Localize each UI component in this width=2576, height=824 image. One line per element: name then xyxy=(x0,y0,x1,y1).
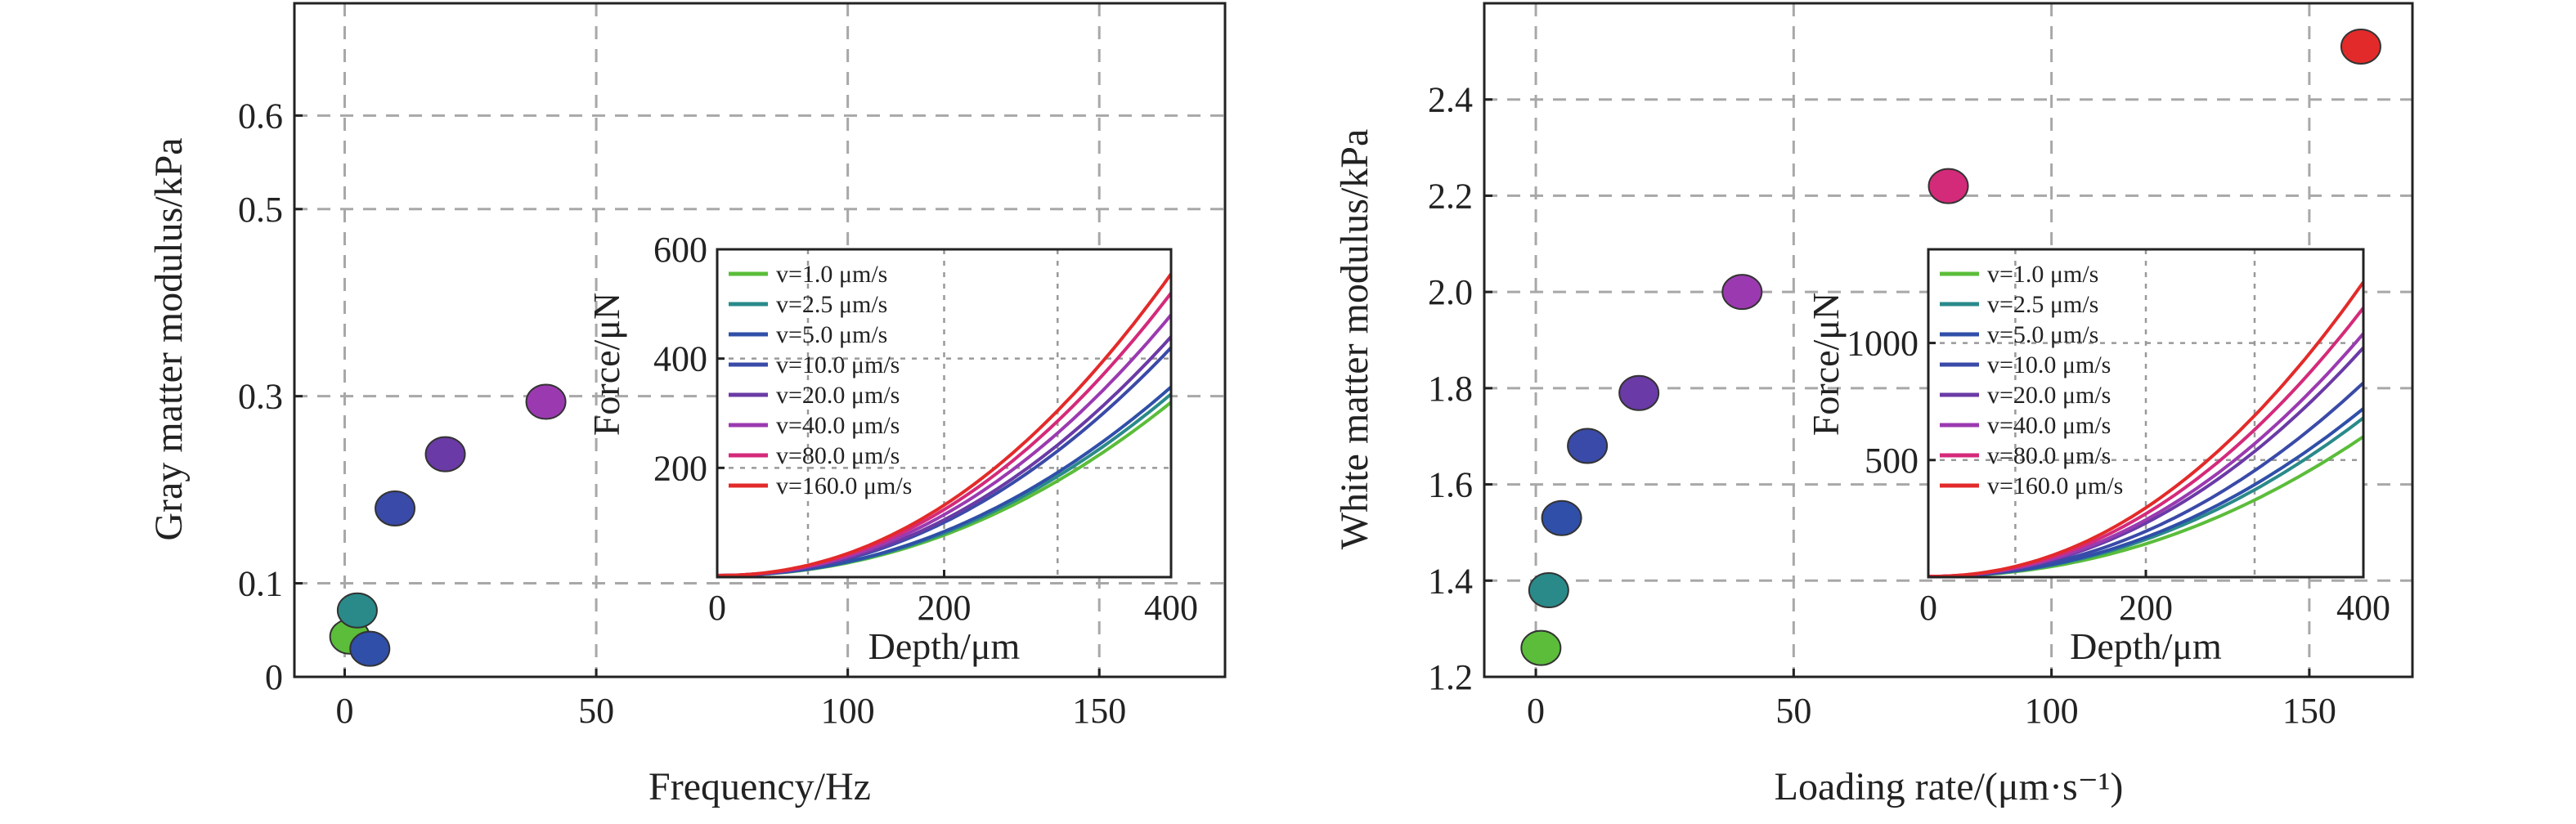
legend-label: v=20.0 μm/s xyxy=(1987,382,2111,409)
inset-x-tick-label: 0 xyxy=(708,588,726,628)
legend-label: v=160.0 μm/s xyxy=(1987,472,2123,499)
legend-label: v=1.0 μm/s xyxy=(776,261,887,288)
y-tick-label: 1.2 xyxy=(1428,657,1473,697)
legend-label: v=160.0 μm/s xyxy=(776,472,912,499)
inset-chart: 0 200 400 500 1000 Depth/μm Force/μN v=1.0 μm/s… xyxy=(1805,248,2390,667)
data-point xyxy=(1618,374,1660,411)
legend-label: v=5.0 μm/s xyxy=(776,321,887,348)
legend-label: v=2.5 μm/s xyxy=(1987,291,2098,318)
inset-x-tick-label: 200 xyxy=(2119,588,2173,628)
data-point xyxy=(1928,168,1969,204)
inset-y-axis-label: Force/μN xyxy=(1805,293,1847,436)
x-tick-label: 50 xyxy=(578,691,614,731)
y-tick-label: 0.3 xyxy=(238,377,283,417)
data-point xyxy=(424,436,466,472)
inset-chart: 0 200 400 200 400 600 Depth/μm Force/μN v=1.0 μm… xyxy=(586,230,1198,667)
y-tick-label: 2.2 xyxy=(1428,176,1473,216)
inset-y-tick-label: 1000 xyxy=(1847,324,1919,364)
x-tick-label: 50 xyxy=(1775,691,1811,731)
inset-series-line xyxy=(716,272,1173,577)
x-tick-label: 150 xyxy=(2282,691,2336,731)
inset-y-axis-label: Force/μN xyxy=(586,293,627,436)
inset-series-line xyxy=(1928,280,2365,579)
y-axis-label: White matter modulus/kPa xyxy=(1333,129,1376,550)
data-point xyxy=(349,630,391,667)
inset-y-tick-label: 600 xyxy=(653,230,707,270)
y-tick-label: 0.5 xyxy=(238,190,283,230)
inset-x-tick-label: 0 xyxy=(1919,588,1937,628)
data-point xyxy=(1528,572,1569,609)
y-tick-label: 1.8 xyxy=(1428,369,1473,409)
legend-label: v=40.0 μm/s xyxy=(776,412,900,439)
y-axis-label: Gray matter modulus/kPa xyxy=(147,137,191,540)
x-axis-label: Frequency/Hz xyxy=(648,765,871,808)
inset-y-tick-label: 400 xyxy=(653,339,707,379)
data-point xyxy=(1567,428,1609,464)
y-tick-label: 0.1 xyxy=(238,564,283,604)
legend-label: v=20.0 μm/s xyxy=(776,382,900,409)
data-point xyxy=(1721,274,1763,311)
x-tick-label: 100 xyxy=(821,691,875,731)
legend-label: v=80.0 μm/s xyxy=(1987,442,2111,469)
inset-x-tick-label: 200 xyxy=(918,588,972,628)
inset-x-tick-label: 400 xyxy=(2336,588,2390,628)
y-tick-label: 1.6 xyxy=(1428,465,1473,505)
x-tick-label: 0 xyxy=(336,691,354,731)
data-point xyxy=(525,383,567,420)
data-point xyxy=(1541,499,1582,536)
legend-label: v=1.0 μm/s xyxy=(1987,261,2098,288)
x-tick-label: 100 xyxy=(2025,691,2079,731)
y-tick-label: 2.0 xyxy=(1428,272,1473,312)
x-tick-label: 150 xyxy=(1072,691,1126,731)
inset-x-axis-label: Depth/μm xyxy=(2070,625,2222,667)
inset-y-tick-label: 200 xyxy=(653,448,707,488)
data-point xyxy=(336,592,378,629)
data-point xyxy=(1520,629,1562,666)
legend-label: v=10.0 μm/s xyxy=(776,352,900,378)
legend-label: v=40.0 μm/s xyxy=(1987,412,2111,439)
plot-frame xyxy=(1483,2,2414,678)
chart-panel-2: 0 50 100 150 1.2 1.4 1.6 1.8 2.0 2.2 2.4 Loading ra… xyxy=(1333,2,2414,808)
x-tick-label: 0 xyxy=(1527,691,1545,731)
inset-x-axis-label: Depth/μm xyxy=(868,625,1021,667)
inset-y-tick-label: 500 xyxy=(1865,441,1919,481)
y-tick-label: 0.6 xyxy=(238,96,283,136)
plot-frame xyxy=(293,2,1227,678)
data-point xyxy=(2340,28,2381,65)
y-tick-label: 0 xyxy=(265,657,283,697)
legend-label: v=2.5 μm/s xyxy=(776,291,887,318)
inset-x-tick-label: 400 xyxy=(1144,588,1198,628)
legend-label: v=10.0 μm/s xyxy=(1987,352,2111,378)
y-tick-label: 1.4 xyxy=(1428,561,1473,601)
legend-label: v=80.0 μm/s xyxy=(776,442,900,469)
y-tick-label: 2.4 xyxy=(1428,80,1473,120)
data-point xyxy=(375,490,416,526)
legend-label: v=5.0 μm/s xyxy=(1987,321,2098,348)
chart-panel-1: 0 50 100 150 0 0.1 0.3 0.5 0.6 Frequency/Hz Gray m… xyxy=(147,2,1227,808)
x-axis-label: Loading rate/(μm·s⁻¹) xyxy=(1775,765,2124,808)
